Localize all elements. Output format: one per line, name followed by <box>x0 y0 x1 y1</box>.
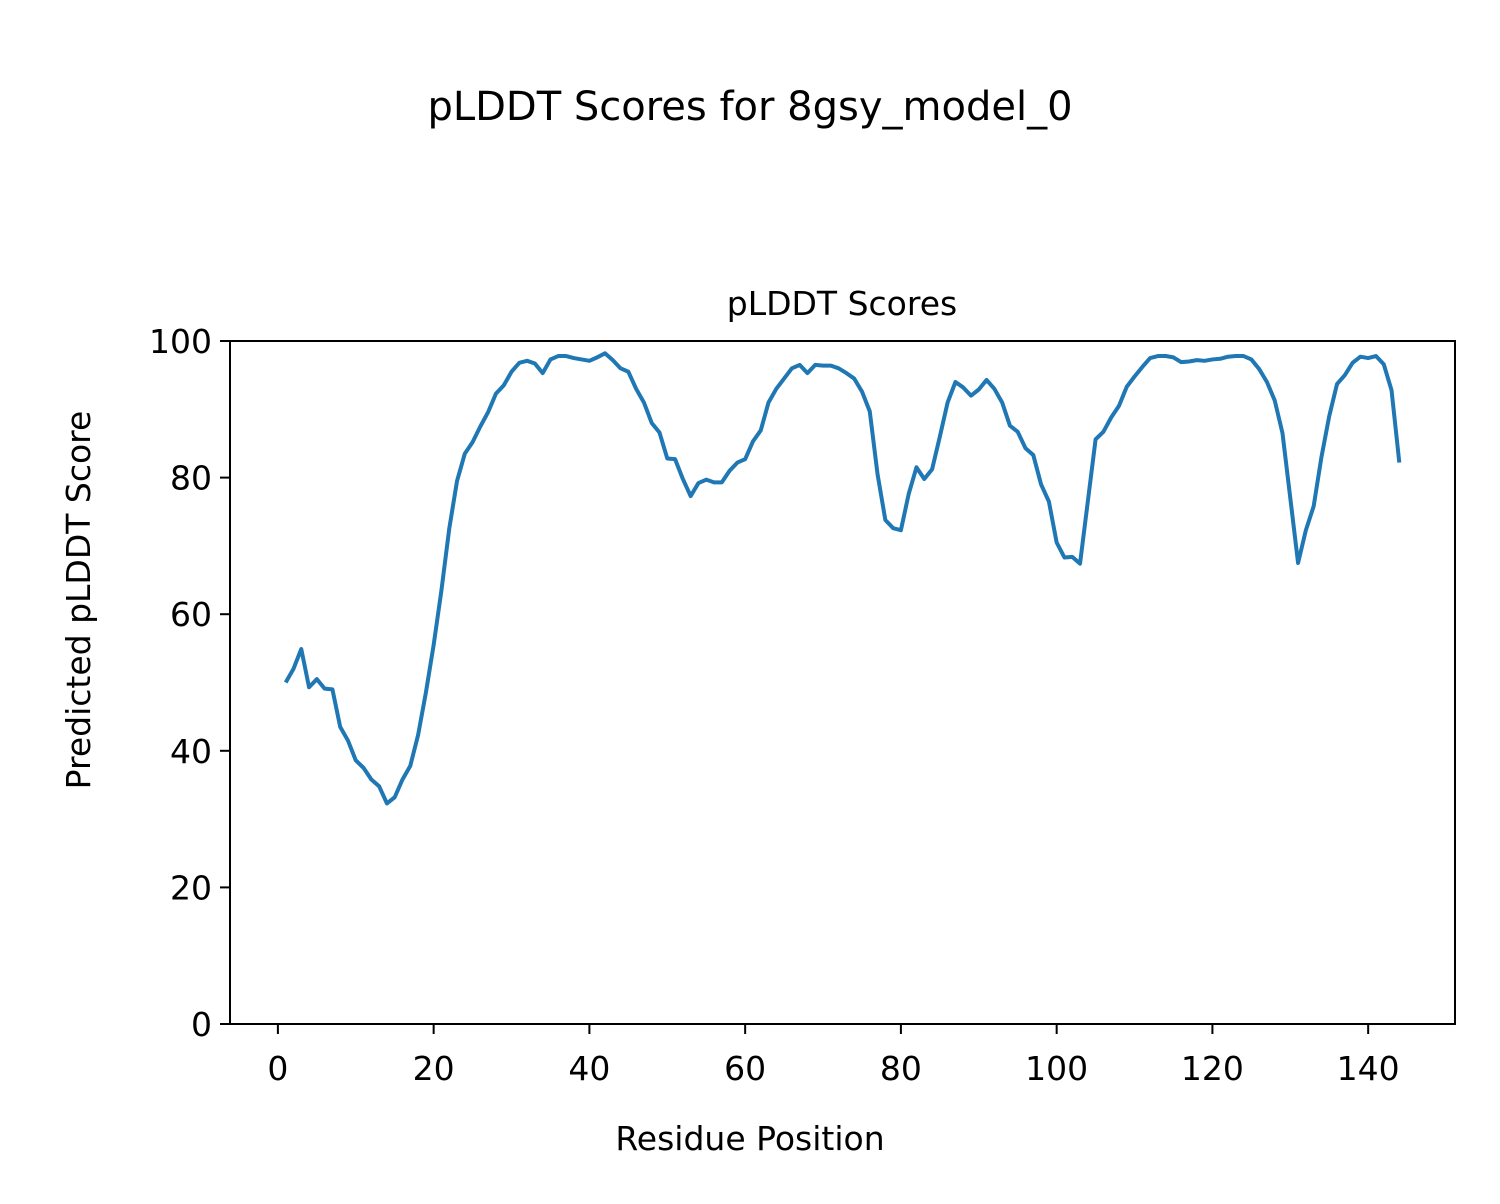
axes-title: pLDDT Scores <box>727 284 957 323</box>
x-tick-label: 80 <box>880 1049 922 1088</box>
x-tick-label: 100 <box>1025 1049 1088 1088</box>
x-tick-label: 140 <box>1337 1049 1400 1088</box>
y-axis-label: Predicted pLDDT Score <box>59 411 98 790</box>
plot-frame <box>229 340 1456 1025</box>
x-tick-label: 40 <box>568 1049 610 1088</box>
y-tick-label: 100 <box>149 322 212 361</box>
y-tick-label: 0 <box>191 1005 212 1044</box>
y-tick-label: 40 <box>170 732 212 771</box>
y-tick-label: 80 <box>170 459 212 498</box>
x-axis-label: Residue Position <box>615 1119 884 1158</box>
line-series <box>283 351 1402 806</box>
figure-title: pLDDT Scores for 8gsy_model_0 <box>427 84 1072 130</box>
y-tick-label: 20 <box>170 868 212 907</box>
x-tick-label: 20 <box>413 1049 455 1088</box>
x-tick-label: 0 <box>267 1049 288 1088</box>
y-tick-label: 60 <box>170 595 212 634</box>
x-tick-label: 60 <box>724 1049 766 1088</box>
x-tick-label: 120 <box>1181 1049 1244 1088</box>
